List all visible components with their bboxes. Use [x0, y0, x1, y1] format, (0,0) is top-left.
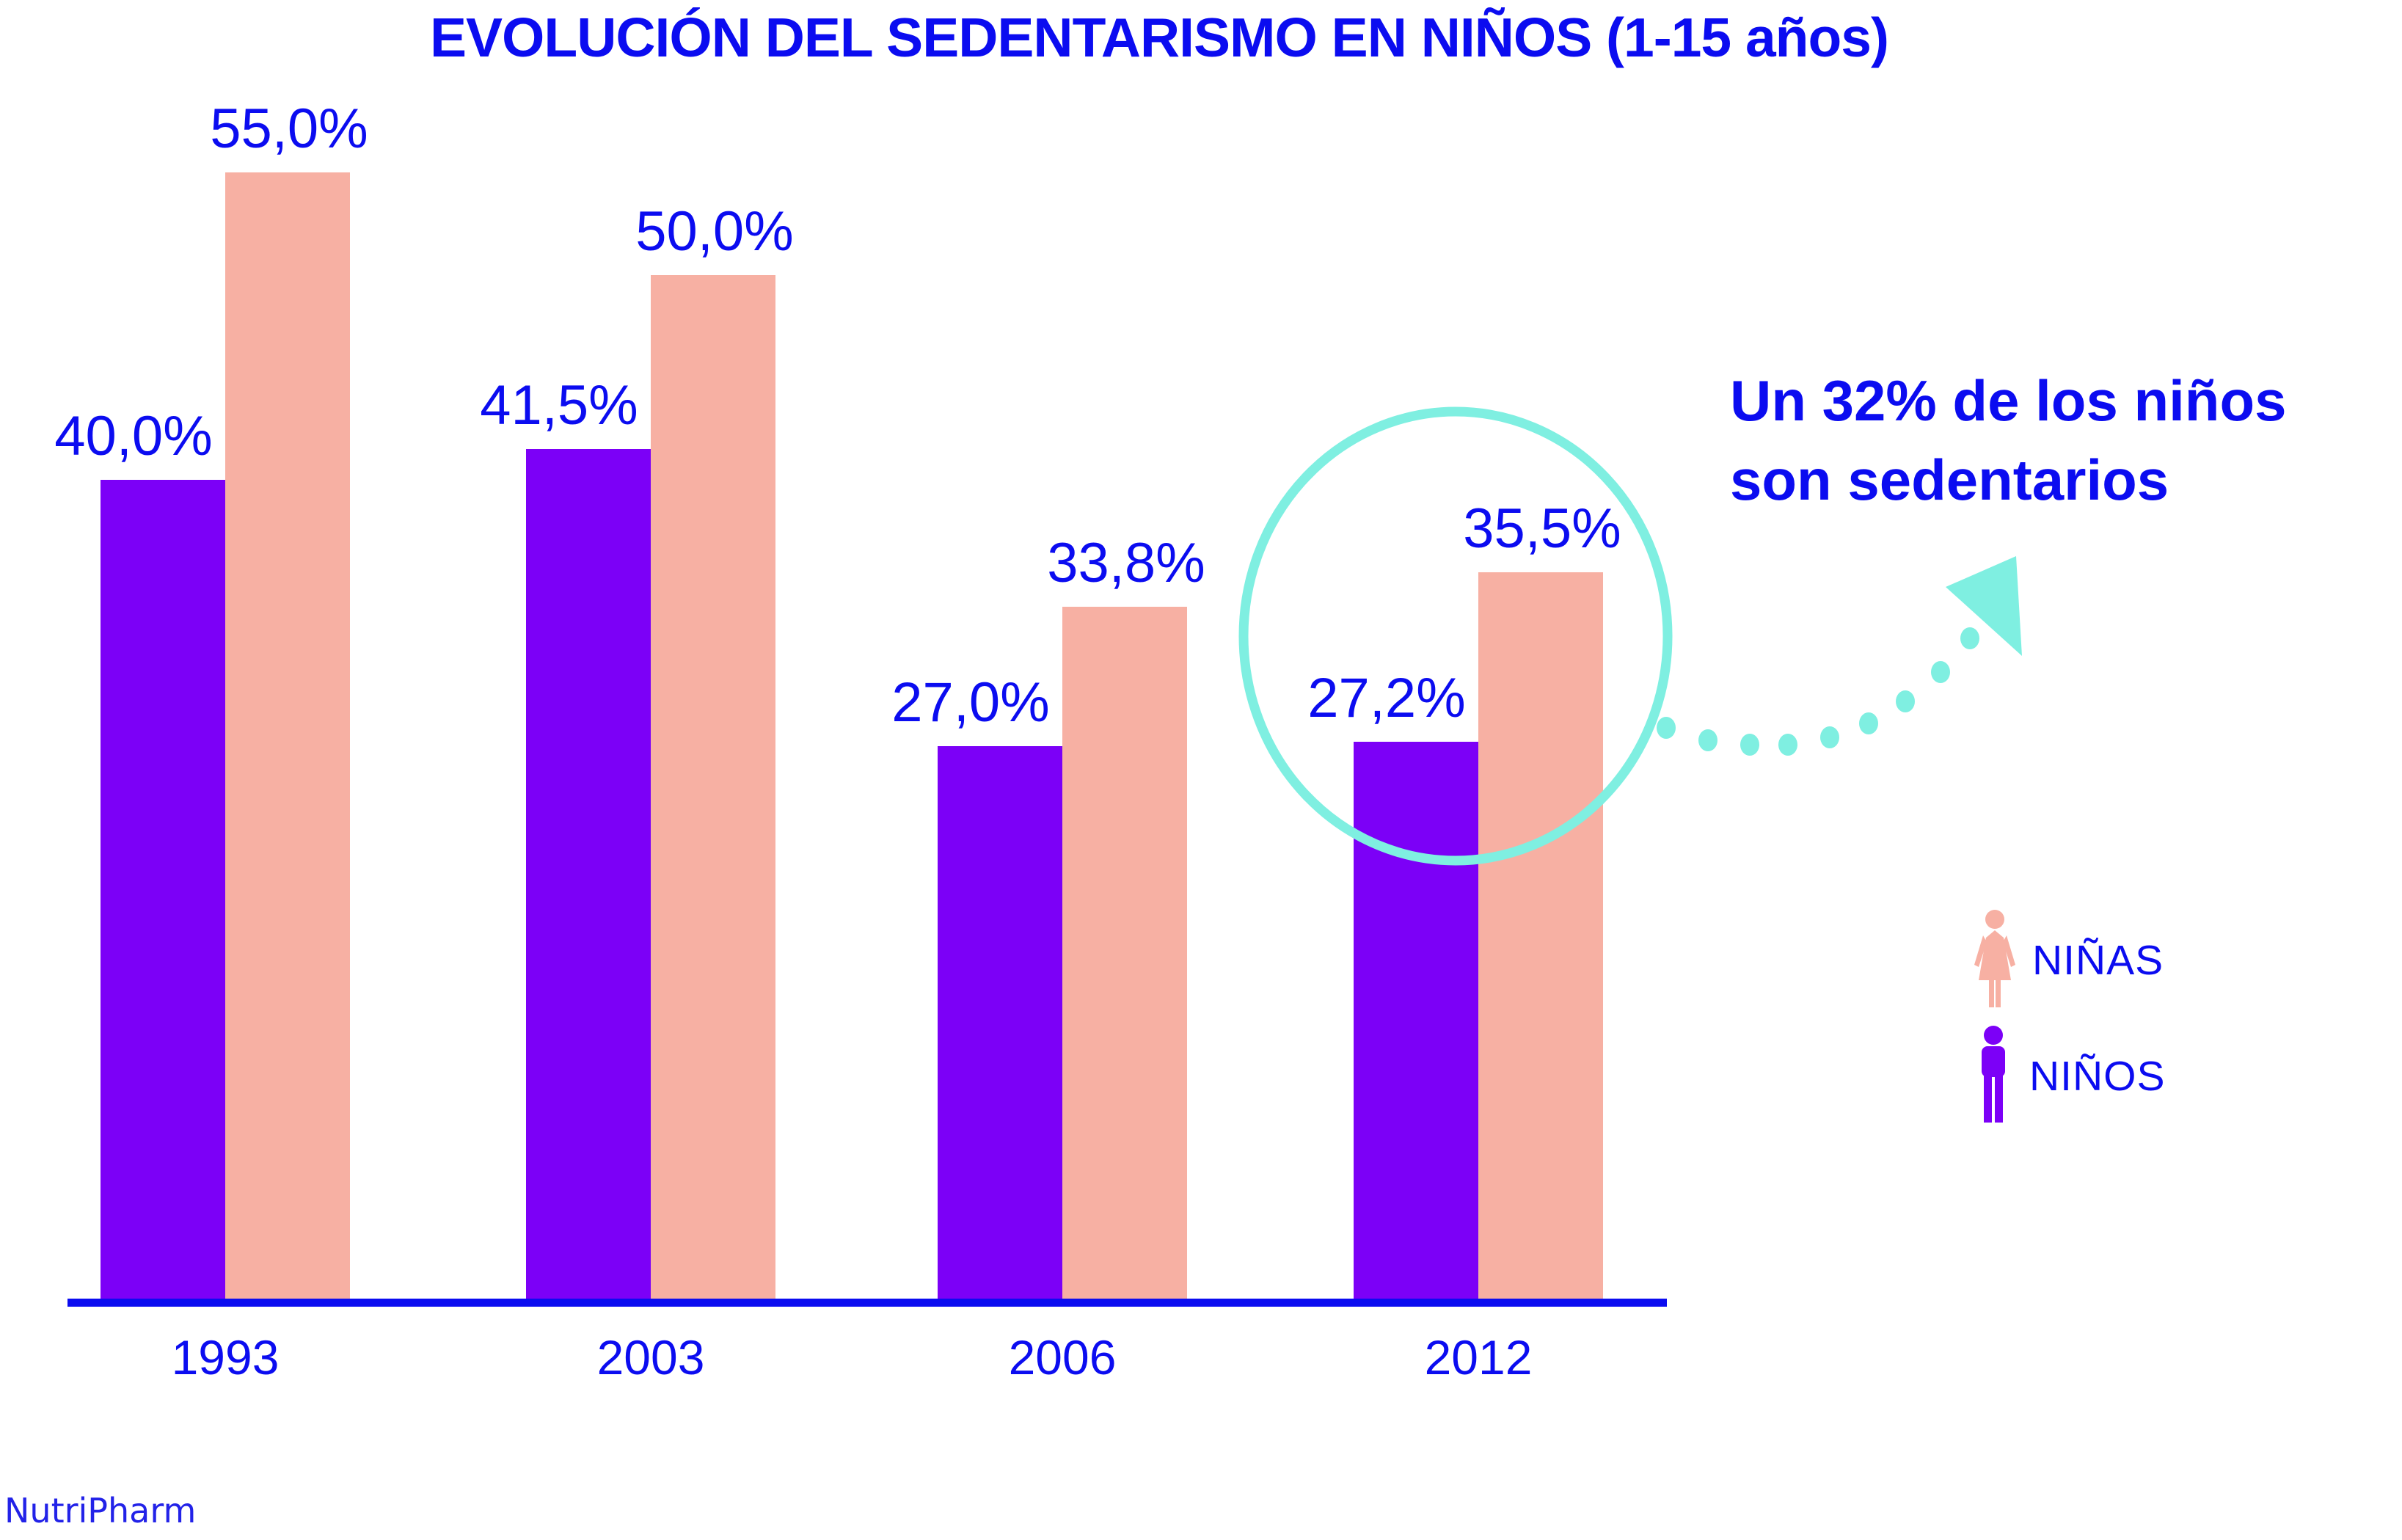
source-logo: NutriPharm — [4, 1491, 197, 1530]
value-label-niños-2003: 41,5% — [480, 374, 638, 437]
bar-niños-2012 — [1354, 742, 1478, 1299]
bar-niñas-1993 — [225, 172, 350, 1299]
legend-label-ninas: NIÑAS — [2032, 937, 2164, 984]
value-label-niños-2006: 27,0% — [891, 671, 1050, 734]
x-tick-label-2006: 2006 — [1008, 1330, 1117, 1384]
x-tick-label-2003: 2003 — [596, 1330, 705, 1384]
callout-annotation: Un 32% de los niños son sedentarios — [1730, 361, 2286, 519]
legend-item-ninas: NIÑAS — [1972, 908, 2166, 1012]
x-axis-line — [67, 1299, 1667, 1307]
x-tick-label-1993: 1993 — [171, 1330, 280, 1384]
bar-niñas-2006 — [1062, 607, 1187, 1299]
value-label-niñas-1993: 55,0% — [210, 98, 368, 160]
boy-icon — [1982, 1026, 2005, 1123]
annotation-line1: Un 32% de los niños — [1730, 368, 2287, 433]
arrowhead-icon — [1946, 556, 2022, 656]
value-label-niños-1993: 40,0% — [54, 405, 213, 467]
value-label-niñas-2012: 35,5% — [1463, 497, 1621, 560]
dotted-arrow-trail — [1657, 627, 1979, 756]
annotation-line2: son sedentarios — [1730, 448, 2169, 512]
value-label-niñas-2006: 33,8% — [1047, 532, 1205, 594]
bar-niños-1993 — [101, 480, 225, 1299]
value-label-niñas-2003: 50,0% — [635, 200, 794, 263]
bar-niños-2003 — [526, 449, 651, 1299]
legend: NIÑAS NIÑOS — [1972, 908, 2166, 1128]
chart-title: EVOLUCIÓN DEL SEDENTARISMO EN NIÑOS (1-1… — [430, 7, 1889, 68]
value-label-niños-2012: 27,2% — [1307, 667, 1466, 729]
bar-niños-2006 — [938, 746, 1062, 1299]
girl-icon — [1974, 910, 2015, 1007]
x-tick-label-2012: 2012 — [1424, 1330, 1533, 1384]
bar-niñas-2003 — [651, 275, 775, 1299]
legend-item-ninos: NIÑOS — [1972, 1024, 2166, 1128]
legend-label-ninos: NIÑOS — [2029, 1053, 2166, 1100]
